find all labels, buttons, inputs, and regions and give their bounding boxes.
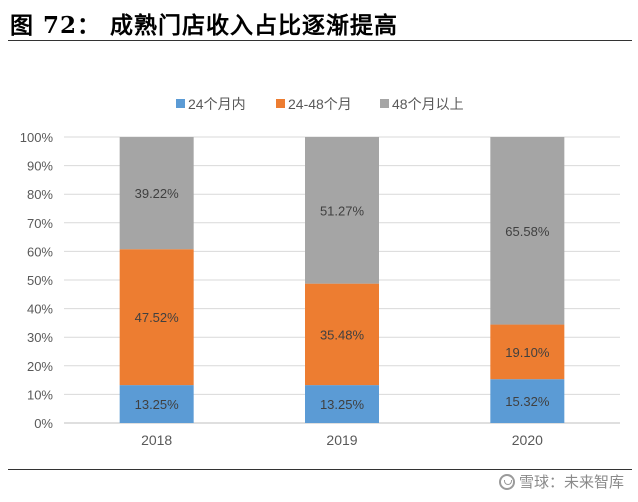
bar-segment <box>490 137 565 325</box>
y-tick-label: 90% <box>27 159 53 174</box>
y-tick-label: 100% <box>20 130 54 145</box>
bar-segment <box>305 137 379 284</box>
legend-label: 24个月内 <box>188 96 246 112</box>
y-tick-label: 70% <box>27 216 53 231</box>
data-label: 47.52% <box>135 310 180 325</box>
bar-segment <box>490 379 565 423</box>
title-rule <box>8 40 632 41</box>
legend-label: 24-48个月 <box>288 96 352 112</box>
y-axis: 0% 10% 20% 30% 40% 50% 60% 70% 80% 90% 100% <box>20 130 54 431</box>
y-tick-label: 50% <box>27 273 53 288</box>
data-label: 35.48% <box>320 327 365 342</box>
y-tick-label: 20% <box>27 359 53 374</box>
footer-rule <box>8 469 632 470</box>
data-label: 15.32% <box>505 394 550 409</box>
legend-swatch <box>176 99 185 108</box>
y-tick-label: 60% <box>27 244 53 259</box>
snowball-logo-icon <box>498 473 515 490</box>
x-axis: 2018 2019 2020 <box>141 432 543 448</box>
y-tick-label: 0% <box>34 416 53 431</box>
x-tick-label: 2018 <box>141 432 172 448</box>
data-labels: 13.25% 47.52% 39.22% 13.25% 35.48% 51.27% 15.3… <box>135 186 550 412</box>
bar-segment <box>119 137 194 250</box>
data-label: 13.25% <box>135 397 180 412</box>
bars <box>119 137 565 423</box>
legend-label: 48个月以上 <box>392 96 464 112</box>
y-tick-label: 40% <box>27 302 53 317</box>
x-tick-label: 2019 <box>326 432 357 448</box>
bar-segment <box>305 385 379 423</box>
x-tick-label: 2020 <box>512 432 543 448</box>
watermark-text: 雪球：未来智库 <box>518 473 624 491</box>
y-tick-label: 80% <box>27 187 53 202</box>
data-label: 19.10% <box>505 345 550 360</box>
legend: 24个月内 24-48个月 48个月以上 <box>176 96 464 112</box>
data-label: 65.58% <box>505 224 550 239</box>
y-tick-label: 30% <box>27 330 53 345</box>
data-label: 51.27% <box>320 203 365 218</box>
bar-segment <box>305 283 379 386</box>
bar-segment <box>119 249 194 386</box>
bar-segment <box>490 324 565 380</box>
watermark: 雪球：未来智库 <box>498 471 624 492</box>
bar-segment <box>119 385 194 423</box>
data-label: 39.22% <box>135 186 180 201</box>
legend-swatch <box>276 99 285 108</box>
figure-title: 图 72： 成熟门店收入占比逐渐提高 <box>10 12 399 39</box>
y-tick-label: 10% <box>27 387 53 402</box>
data-label: 13.25% <box>320 397 365 412</box>
legend-swatch <box>380 99 389 108</box>
